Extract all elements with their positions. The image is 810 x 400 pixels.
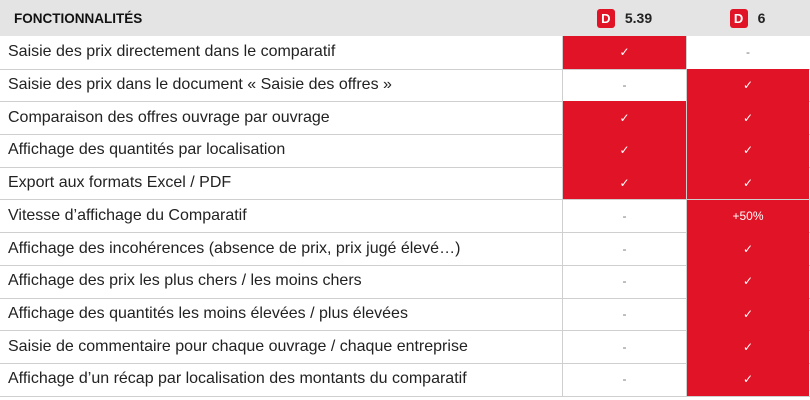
table-row: Saisie des prix dans le document « Saisi… [0, 68, 810, 103]
cell-version-5-39: - [622, 306, 627, 321]
table-row: Saisie des prix directement dans le comp… [0, 36, 810, 70]
cell-version-6: ✓ [686, 68, 809, 102]
d-logo-icon: D [729, 8, 748, 28]
table-header: FONCTIONNALITÉS D 5.39 D 6 [0, 0, 810, 36]
feature-label: Saisie des prix dans le document « Saisi… [0, 68, 563, 102]
version-label: 6 [757, 10, 766, 26]
cell-version-6: ✓ [686, 363, 809, 396]
cell-version-5-39: ✓ [563, 166, 686, 200]
table-row: Affichage des quantités les moins élevée… [0, 297, 810, 332]
cell-version-6: ✓ [686, 232, 809, 265]
cell-version-6: ✓ [686, 297, 809, 331]
table-row: Affichage des quantités par localisation… [0, 134, 810, 168]
table-row: Affichage des prix les plus chers / les … [0, 264, 810, 299]
cell-version-5-39: - [622, 339, 627, 354]
cell-version-5-39: - [622, 274, 627, 289]
d-logo-icon: D [596, 8, 615, 28]
cell-version-6: ✓ [686, 134, 809, 167]
cell-version-6: ✓ [686, 264, 809, 298]
cell-version-6: ✓ [686, 330, 809, 363]
feature-label: Saisie de commentaire pour chaque ouvrag… [0, 330, 563, 363]
cell-version-5-39: ✓ [563, 36, 686, 69]
table-row: Export aux formats Excel / PDF ✓ ✓ [0, 166, 810, 201]
version-6-header: D 6 [686, 0, 809, 36]
version-5-39-header: D 5.39 [563, 0, 686, 36]
table-row: Affichage d’un récap par localisation de… [0, 363, 810, 397]
table-row: Vitesse d’affichage du Comparatif - +50% [0, 199, 810, 234]
version-label: 5.39 [624, 10, 653, 26]
cell-version-5-39: - [622, 241, 627, 256]
feature-label: Affichage des prix les plus chers / les … [0, 264, 563, 298]
feature-label: Affichage d’un récap par localisation de… [0, 363, 563, 396]
cell-version-6: ✓ [686, 166, 809, 200]
cell-version-5-39: ✓ [563, 101, 686, 135]
feature-label: Saisie des prix directement dans le comp… [0, 36, 563, 69]
feature-label: Affichage des incohérences (absence de p… [0, 232, 563, 265]
feature-label: Affichage des quantités par localisation [0, 134, 563, 167]
feature-label: Vitesse d’affichage du Comparatif [0, 199, 563, 233]
feature-label: Affichage des quantités les moins élevée… [0, 297, 563, 331]
feature-label: Comparaison des offres ouvrage par ouvra… [0, 101, 563, 135]
cell-version-5-39: - [622, 372, 627, 387]
cell-version-5-39: - [622, 78, 627, 93]
cell-version-5-39: ✓ [563, 134, 686, 167]
table-row: Comparaison des offres ouvrage par ouvra… [0, 101, 810, 136]
feature-label: Export aux formats Excel / PDF [0, 166, 563, 200]
cell-version-6: - [686, 36, 809, 69]
cell-version-6: +50% [686, 199, 809, 233]
features-column-title: FONCTIONNALITÉS [14, 10, 143, 26]
table-row: Affichage des incohérences (absence de p… [0, 232, 810, 266]
table-row: Saisie de commentaire pour chaque ouvrag… [0, 330, 810, 364]
cell-version-5-39: - [622, 208, 627, 223]
cell-version-6: ✓ [686, 101, 809, 135]
